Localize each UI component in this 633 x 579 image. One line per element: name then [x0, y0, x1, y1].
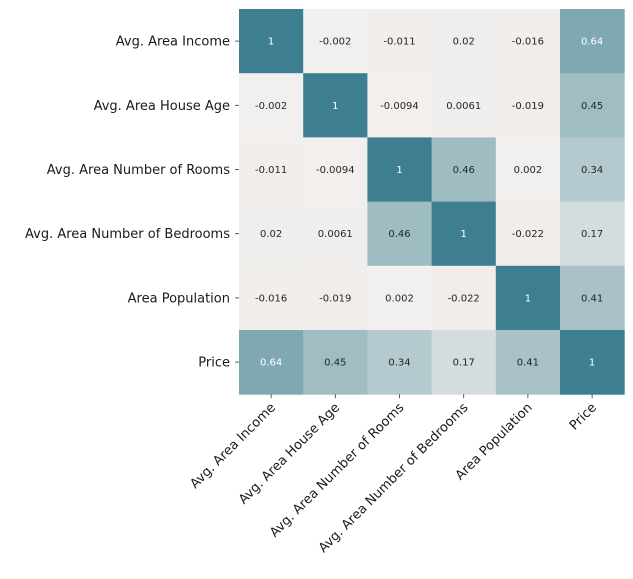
heatmap-cell	[495, 73, 561, 138]
row-tick-label: Area Population	[128, 291, 230, 306]
heatmap-cell	[303, 201, 368, 267]
row-tick-label: Avg. Area Number of Rooms	[47, 163, 230, 178]
cell-value-label: -0.016	[512, 37, 544, 48]
cell-value-label: 1	[525, 293, 531, 304]
heatmap-cell	[431, 73, 497, 138]
cell-value-label: 0.02	[260, 229, 282, 240]
heatmap-cell	[303, 265, 368, 331]
heatmap-cell	[431, 330, 497, 395]
heatmap-cell	[239, 137, 304, 203]
heatmap-cell	[495, 330, 561, 395]
cell-value-label: 1	[589, 358, 595, 369]
heatmap-cell	[239, 330, 304, 395]
heatmap-cell	[560, 73, 625, 138]
heatmap-cell	[367, 265, 433, 331]
heatmap-cell	[367, 330, 433, 395]
cell-value-label: 0.0061	[446, 101, 481, 112]
cell-value-label: -0.011	[255, 165, 287, 176]
cell-value-label: 0.45	[581, 101, 603, 112]
heatmap-cell	[303, 330, 368, 395]
heatmap-cell	[495, 265, 561, 331]
cell-value-label: 0.64	[260, 358, 282, 369]
heatmap-cell	[560, 330, 625, 395]
heatmap-cell	[367, 9, 433, 74]
column-tick-label: Avg. Area Number of Rooms	[267, 400, 407, 540]
cell-value-label: 0.46	[453, 165, 475, 176]
cell-value-label: -0.0094	[380, 101, 419, 112]
heatmap-cell	[367, 201, 433, 267]
heatmap-cell	[431, 137, 497, 203]
cell-value-label: -0.022	[512, 229, 544, 240]
cell-value-label: 1	[268, 37, 274, 48]
cell-value-label: -0.002	[255, 101, 287, 112]
heatmap-cell	[303, 9, 368, 74]
cell-value-label: -0.0094	[316, 165, 355, 176]
row-labels: Avg. Area Income Avg. Area House Age Avg. …	[25, 35, 239, 371]
heatmap-cell	[431, 9, 497, 74]
cell-value-label: 0.34	[581, 165, 603, 176]
row-tick-label: Avg. Area Number of Bedrooms	[25, 227, 230, 242]
cell-value-label: 1	[396, 165, 402, 176]
heatmap-cell	[495, 201, 561, 267]
cell-value-label: 0.02	[453, 37, 475, 48]
heatmap-cell	[239, 265, 304, 331]
heatmap-cell	[431, 201, 497, 267]
row-tick-label: Avg. Area House Age	[94, 99, 230, 114]
heatmap-cell	[495, 9, 561, 74]
cell-value-label: 0.002	[514, 165, 543, 176]
heatmap-cell	[367, 137, 433, 203]
heatmap-cell	[495, 137, 561, 203]
cell-value-label: 0.17	[581, 229, 603, 240]
cell-value-label: -0.016	[255, 293, 287, 304]
heatmap-cells: 1 -0.002 -0.011 0.02 -0.016 0.64 -0.002 1 -0.009…	[239, 9, 625, 395]
cell-value-label: -0.002	[319, 37, 351, 48]
cell-value-label: -0.019	[512, 101, 544, 112]
cell-value-label: -0.011	[383, 37, 415, 48]
heatmap-cell	[239, 201, 304, 267]
column-tick-label: Price	[567, 400, 600, 433]
heatmap-cell	[239, 73, 304, 138]
heatmap-cell	[303, 137, 368, 203]
cell-value-label: 0.45	[324, 358, 346, 369]
cell-value-label: 1	[332, 101, 338, 112]
cell-value-label: 0.64	[581, 37, 603, 48]
cell-value-label: 0.41	[581, 293, 603, 304]
cell-value-label: 0.41	[517, 358, 539, 369]
heatmap-cell	[303, 73, 368, 138]
row-tick-label: Price	[198, 356, 230, 371]
heatmap-cell	[560, 137, 625, 203]
heatmap-cell	[560, 9, 625, 74]
heatmap-cell	[560, 265, 625, 331]
row-tick-label: Avg. Area Income	[116, 35, 230, 50]
cell-value-label: 0.17	[453, 358, 475, 369]
heatmap-cell	[431, 265, 497, 331]
heatmap-cell	[367, 73, 433, 138]
cell-value-label: 0.46	[388, 229, 410, 240]
cell-value-label: 0.34	[388, 358, 410, 369]
cell-value-label: 0.0061	[318, 229, 353, 240]
heatmap-cell	[560, 201, 625, 267]
heatmap-cell	[239, 9, 304, 74]
cell-value-label: -0.019	[319, 293, 351, 304]
cell-value-label: 0.002	[385, 293, 414, 304]
cell-value-label: 1	[461, 229, 467, 240]
cell-value-label: -0.022	[448, 293, 480, 304]
